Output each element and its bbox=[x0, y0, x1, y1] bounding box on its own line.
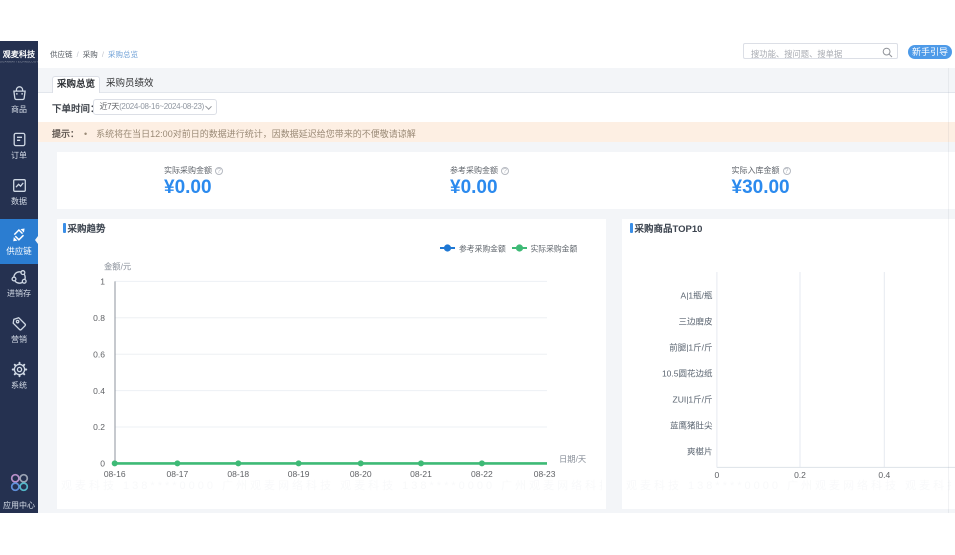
svg-text:0.4: 0.4 bbox=[93, 386, 105, 396]
svg-text:08-22: 08-22 bbox=[471, 469, 493, 479]
svg-text:0: 0 bbox=[715, 470, 720, 480]
svg-text:1: 1 bbox=[100, 277, 105, 287]
svg-text:三边磨皮: 三边磨皮 bbox=[678, 317, 713, 327]
svg-text:08-18: 08-18 bbox=[227, 469, 249, 479]
svg-text:0.4: 0.4 bbox=[878, 470, 890, 480]
svg-text:08-23: 08-23 bbox=[534, 469, 556, 479]
svg-text:爽椹片: 爽椹片 bbox=[687, 447, 713, 457]
svg-text:ZUI|1斤/斤: ZUI|1斤/斤 bbox=[673, 395, 713, 405]
svg-text:08-19: 08-19 bbox=[288, 469, 310, 479]
svg-text:实际采购金额: 实际采购金额 bbox=[531, 243, 578, 253]
svg-text:0: 0 bbox=[100, 459, 105, 469]
svg-text:金额/元: 金额/元 bbox=[104, 262, 131, 272]
svg-text:0.2: 0.2 bbox=[93, 422, 105, 432]
svg-text:0.8: 0.8 bbox=[93, 313, 105, 323]
svg-text:08-16: 08-16 bbox=[104, 469, 126, 479]
svg-text:08-17: 08-17 bbox=[167, 469, 189, 479]
svg-text:日期/天: 日期/天 bbox=[559, 454, 587, 464]
svg-text:参考采购金额: 参考采购金额 bbox=[459, 243, 506, 253]
svg-text:08-21: 08-21 bbox=[410, 469, 432, 479]
svg-text:0.6: 0.6 bbox=[93, 349, 105, 359]
svg-text:前腿|1斤/斤: 前腿|1斤/斤 bbox=[669, 343, 712, 353]
svg-text:A|1瓶/瓶: A|1瓶/瓶 bbox=[681, 291, 713, 301]
svg-text:蓝鹰猪肚尖: 蓝鹰猪肚尖 bbox=[670, 421, 713, 431]
svg-text:0.2: 0.2 bbox=[794, 470, 806, 480]
svg-text:10.5圆花边纸: 10.5圆花边纸 bbox=[662, 369, 713, 379]
svg-text:08-20: 08-20 bbox=[350, 469, 372, 479]
